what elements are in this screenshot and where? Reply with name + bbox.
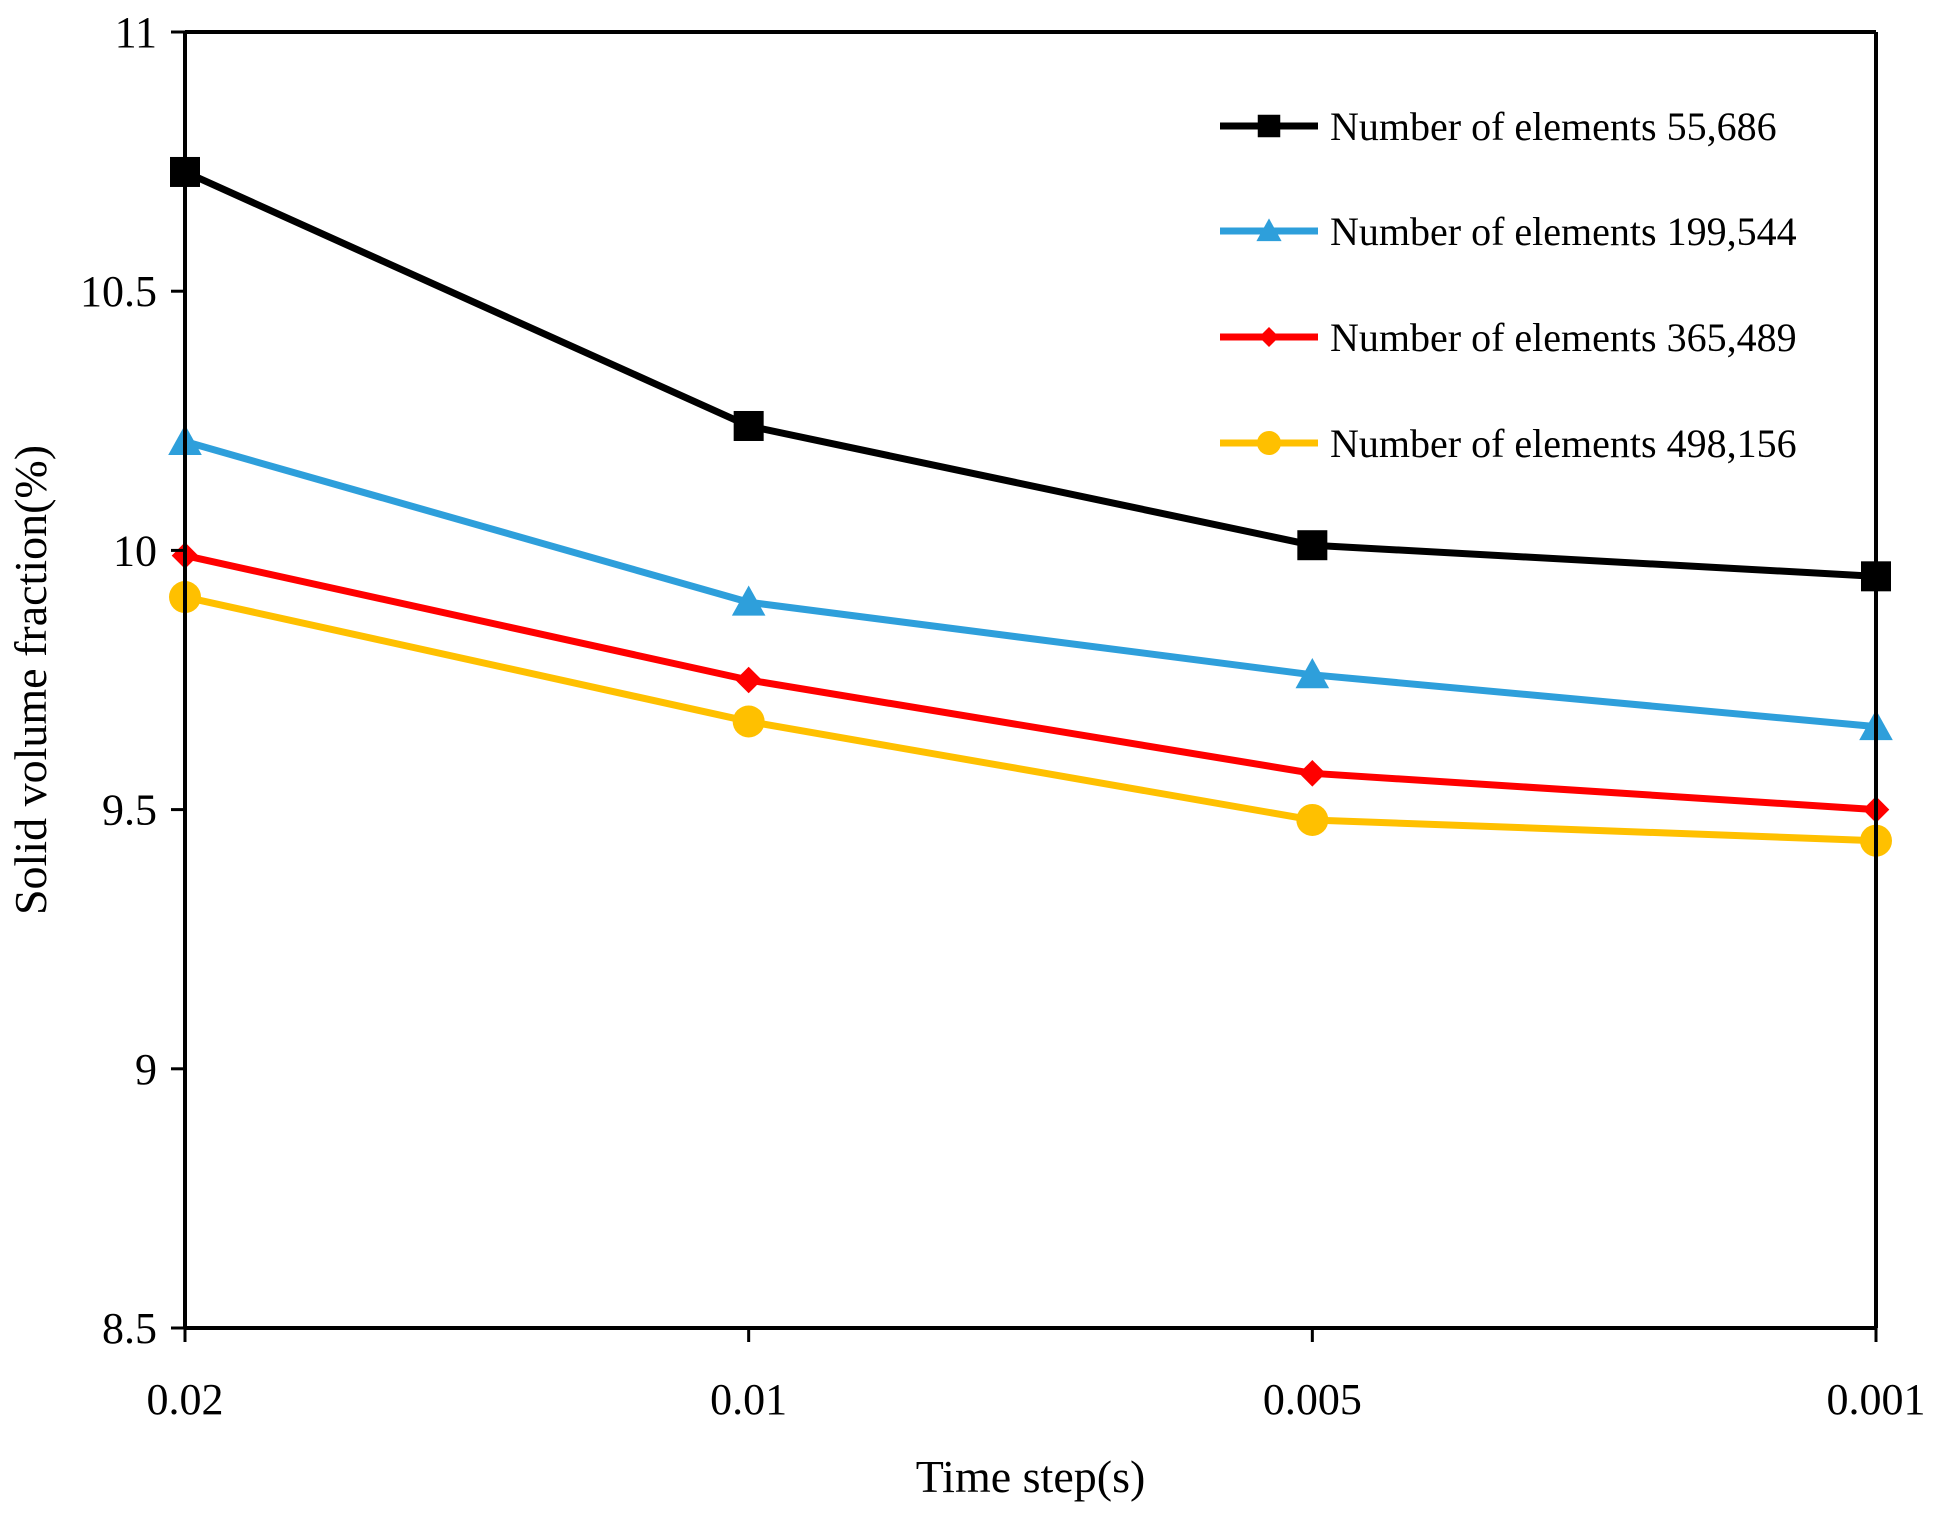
y-tick-label: 8.5 [102, 1304, 157, 1353]
legend-marker [1259, 327, 1279, 347]
legend-marker [1257, 431, 1281, 455]
series-line [184, 593, 1877, 845]
legend-marker [1257, 114, 1281, 138]
ticks-layer: 8.5 9 9.5 10 10.5 11 0.02 0.01 0.005 0.001 [80, 8, 1926, 1424]
data-point [1295, 658, 1330, 689]
data-point [732, 705, 765, 738]
legend-label: Number of elements 365,489 [1330, 315, 1797, 360]
data-point [735, 666, 762, 694]
data-point [731, 585, 766, 616]
y-tick-label: 9.5 [102, 786, 157, 835]
legend: Number of elements 55,686 Number of eleme… [1220, 104, 1797, 466]
y-tick-label: 10.5 [80, 267, 157, 316]
legend-entry: Number of elements 55,686 [1220, 104, 1777, 149]
y-tick-label: 11 [115, 8, 157, 57]
legend-entry: Number of elements 498,156 [1220, 421, 1797, 466]
data-point [1299, 760, 1326, 787]
x-tick-label: 0.001 [1827, 1375, 1926, 1424]
data-point [1297, 530, 1328, 561]
x-tick-label: 0.01 [710, 1375, 787, 1424]
series-layer [168, 156, 1893, 857]
series-line [184, 552, 1877, 814]
series-line [184, 438, 1877, 731]
legend-label: Number of elements 498,156 [1330, 421, 1797, 466]
x-tick-label: 0.02 [147, 1375, 224, 1424]
x-axis-title: Time step(s) [916, 1451, 1146, 1502]
data-point [1296, 803, 1329, 836]
series-line [183, 168, 1877, 580]
legend-label: Number of elements 55,686 [1330, 104, 1777, 149]
y-tick-label: 10 [113, 526, 157, 575]
series-group [169, 581, 1892, 857]
x-tick-label: 0.005 [1263, 1375, 1362, 1424]
legend-label: Number of elements 199,544 [1330, 209, 1797, 254]
y-tick-label: 9 [135, 1045, 157, 1094]
legend-marker [1256, 218, 1282, 242]
legend-entry: Number of elements 365,489 [1220, 315, 1797, 360]
axes-layer [183, 30, 1878, 1330]
data-point [733, 410, 764, 441]
y-axis-title: Solid volume fraction(%) [5, 445, 56, 915]
legend-entry: Number of elements 199,544 [1220, 209, 1797, 254]
